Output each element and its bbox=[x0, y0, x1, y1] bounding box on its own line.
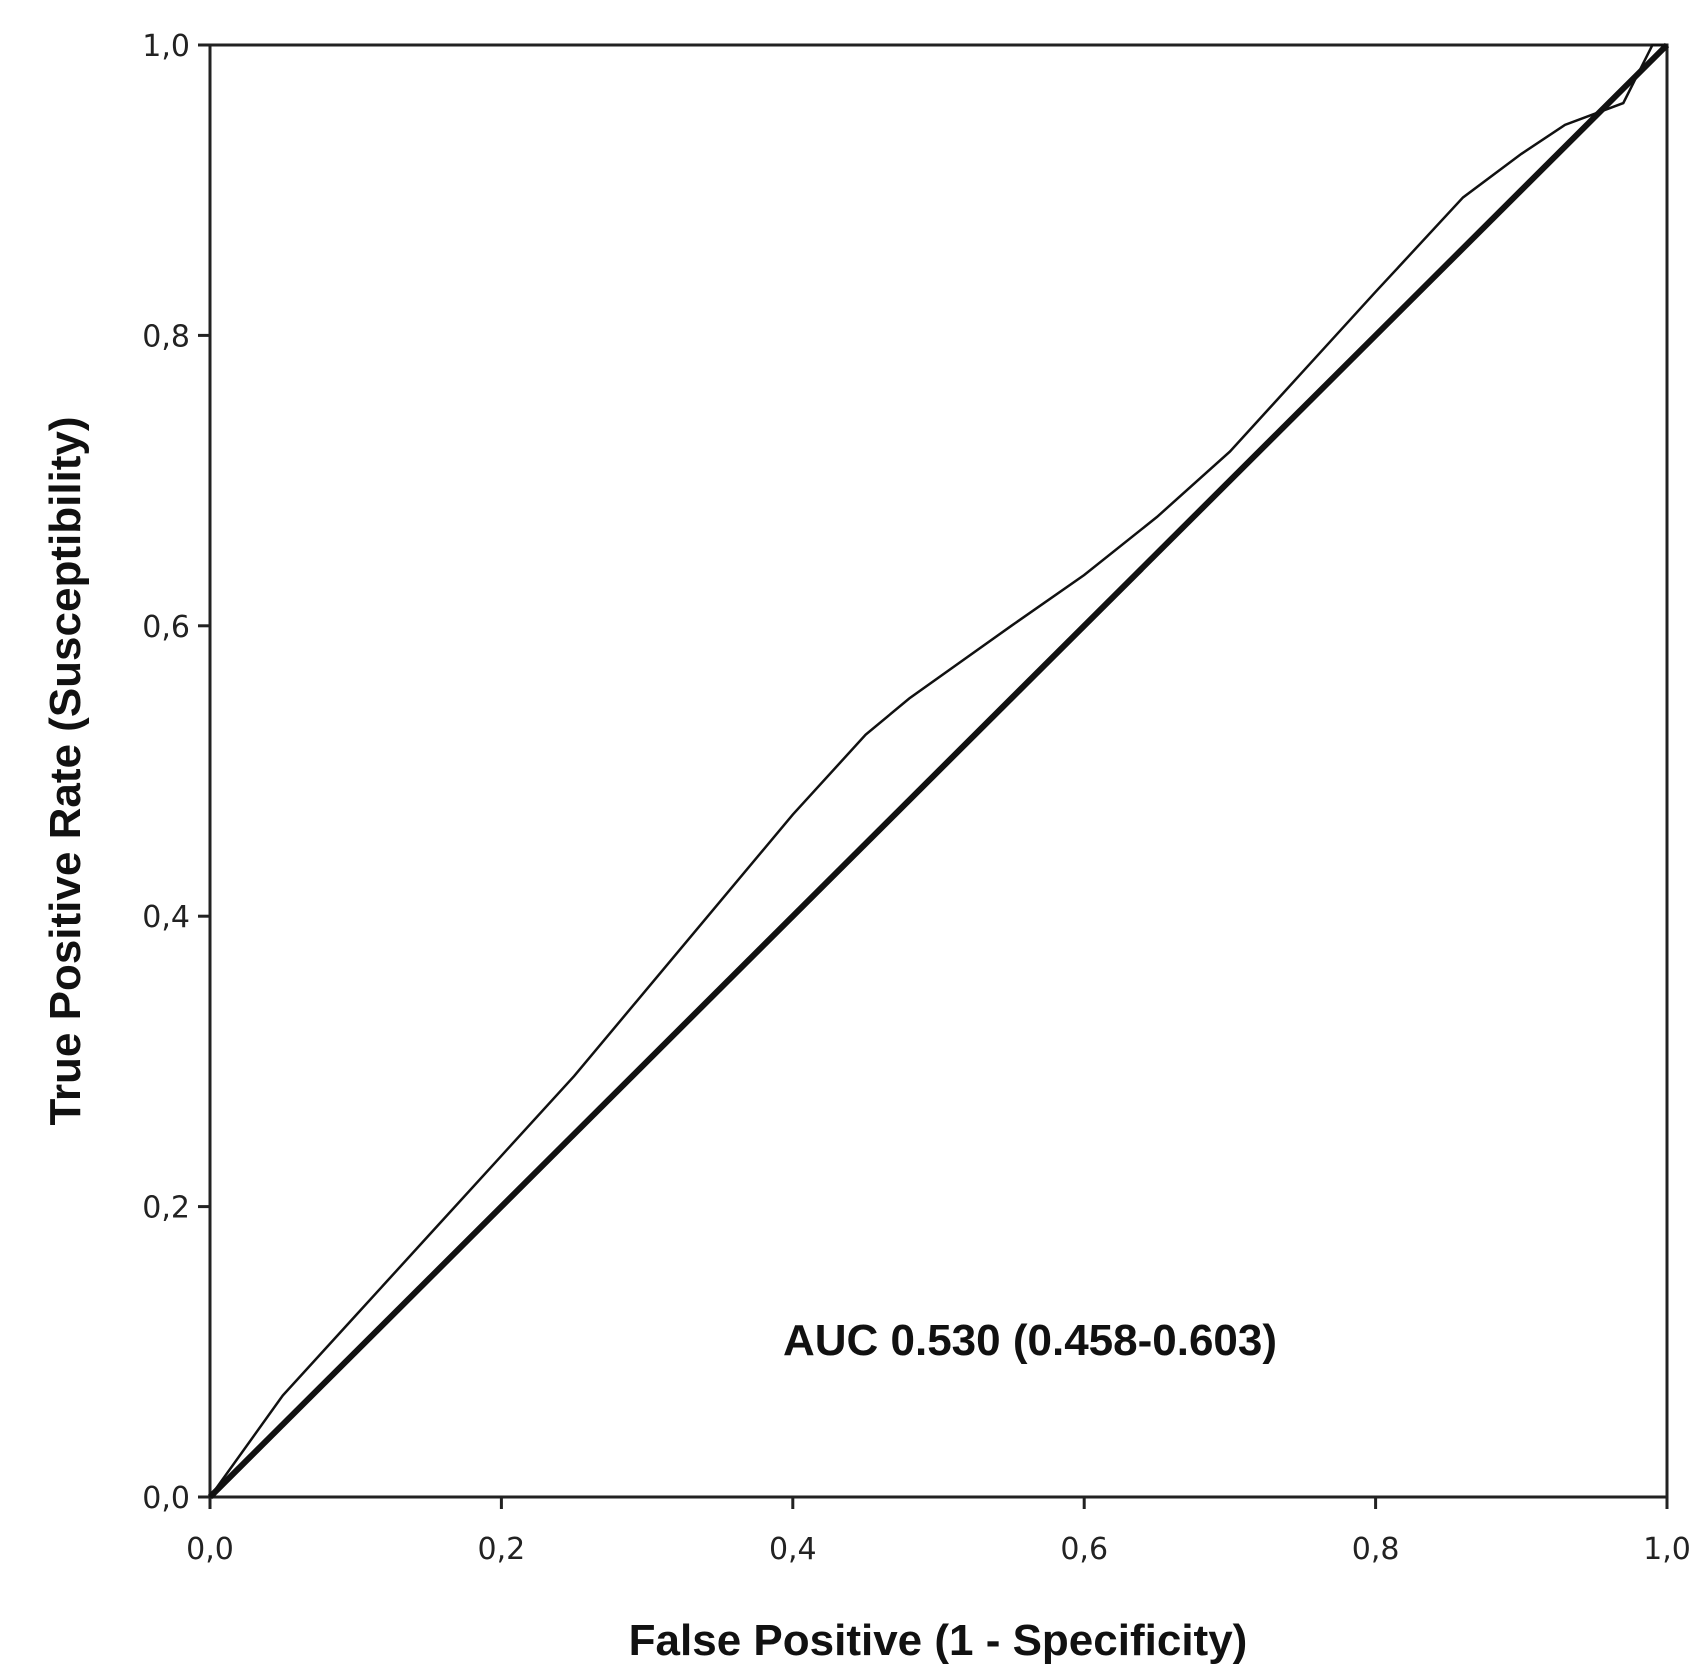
y-tick-label: 0,4 bbox=[142, 900, 190, 935]
x-tick-label: 0,4 bbox=[769, 1532, 817, 1567]
y-tick-label: 1,0 bbox=[142, 29, 190, 64]
auc-annotation: AUC 0.530 (0.458-0.603) bbox=[783, 1316, 1277, 1365]
x-tick-label: 0,6 bbox=[1060, 1532, 1108, 1567]
y-tick-label: 0,8 bbox=[142, 319, 190, 354]
y-axis-ticks: 0,0 0,2 0,4 0,6 0,8 1,0 bbox=[142, 29, 210, 1516]
x-tick-label: 1,0 bbox=[1643, 1532, 1691, 1567]
x-tick-label: 0,2 bbox=[478, 1532, 526, 1567]
x-axis-title: False Positive (1 - Specificity) bbox=[629, 1616, 1248, 1665]
plot-frame bbox=[208, 43, 1669, 1499]
y-tick-label: 0,2 bbox=[142, 1191, 190, 1226]
y-axis-title: True Positive Rate (Susceptibility) bbox=[41, 416, 90, 1125]
x-tick-label: 0,0 bbox=[186, 1532, 234, 1567]
y-tick-label: 0,0 bbox=[142, 1481, 190, 1516]
roc-curve-line bbox=[208, 43, 1667, 1498]
x-tick-label: 0,8 bbox=[1352, 1532, 1400, 1567]
x-axis-ticks: 0,0 0,2 0,4 0,6 0,8 1,0 bbox=[186, 1497, 1691, 1567]
y-tick-label: 0,6 bbox=[142, 610, 190, 645]
reference-diagonal-line bbox=[207, 42, 1670, 1500]
